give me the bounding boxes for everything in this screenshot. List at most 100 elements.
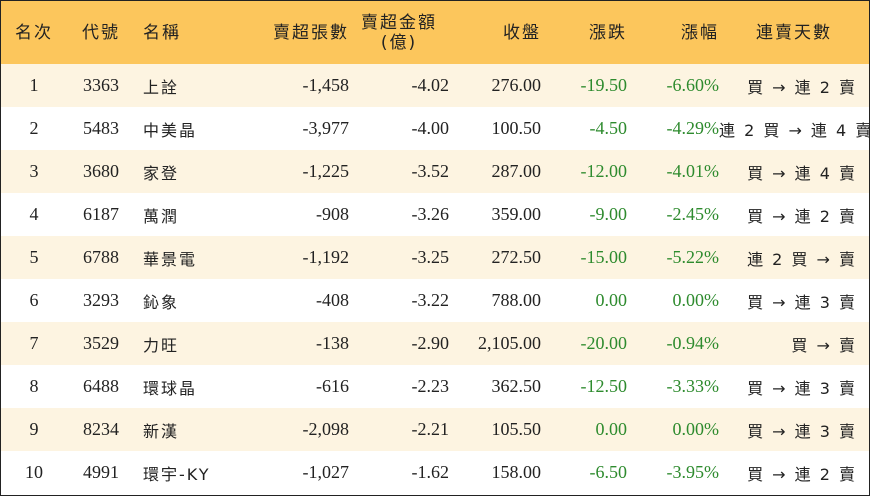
sell-amount-cell: -4.02 xyxy=(349,64,449,107)
change-cell: 0.00 xyxy=(541,279,627,322)
header-change: 漲跌 xyxy=(541,1,627,64)
close-cell: 788.00 xyxy=(449,279,541,322)
table-row: 8 6488 環球晶 -616 -2.23 362.50 -12.50 -3.33% 買 → 連… xyxy=(1,365,869,408)
header-change-pct: 漲幅 xyxy=(627,1,719,64)
header-rank: 名次 xyxy=(1,1,67,64)
code-cell: 3363 xyxy=(67,64,135,107)
name-cell: 力旺 xyxy=(135,322,237,365)
change-cell: -20.00 xyxy=(541,322,627,365)
close-cell: 287.00 xyxy=(449,150,541,193)
sell-days-cell: 買 → 連 2 賣 xyxy=(719,193,869,236)
sell-days-cell: 買 → 連 3 賣 xyxy=(719,365,869,408)
sell-shares-cell: -1,027 xyxy=(237,451,349,494)
sell-shares-cell: -1,225 xyxy=(237,150,349,193)
header-row: 名次 代號 名稱 賣超張數 賣超金額 (億) 收盤 漲跌 漲幅 連賣天數 xyxy=(1,1,869,64)
change-cell: -12.00 xyxy=(541,150,627,193)
sell-shares-cell: -3,977 xyxy=(237,107,349,150)
code-cell: 8234 xyxy=(67,408,135,451)
sell-amount-cell: -3.22 xyxy=(349,279,449,322)
rank-cell: 1 xyxy=(1,64,67,107)
rank-cell: 9 xyxy=(1,408,67,451)
table-row: 2 5483 中美晶 -3,977 -4.00 100.50 -4.50 -4.29% 連 2 … xyxy=(1,107,870,150)
header-close: 收盤 xyxy=(449,1,541,64)
change-pct-cell: -4.29% xyxy=(627,107,719,150)
rank-cell: 6 xyxy=(1,279,67,322)
sell-days-cell: 連 2 買 → 賣 xyxy=(719,236,869,279)
name-cell: 環球晶 xyxy=(135,365,237,408)
table-row: 5 6788 華景電 -1,192 -3.25 272.50 -15.00 -5.22% 連 2… xyxy=(1,236,869,279)
sell-shares-cell: -616 xyxy=(237,365,349,408)
change-cell: -6.50 xyxy=(541,451,627,494)
sell-shares-cell: -138 xyxy=(237,322,349,365)
sell-shares-cell: -908 xyxy=(237,193,349,236)
change-pct-cell: 0.00% xyxy=(627,279,719,322)
table-row: 3 3680 家登 -1,225 -3.52 287.00 -12.00 -4.01% 買 → … xyxy=(1,150,869,193)
code-cell: 6187 xyxy=(67,193,135,236)
sell-days-cell: 買 → 連 4 賣 xyxy=(719,150,869,193)
sell-days-cell: 買 → 連 3 賣 xyxy=(719,279,869,322)
change-cell: -4.50 xyxy=(541,107,627,150)
close-cell: 359.00 xyxy=(449,193,541,236)
code-cell: 3529 xyxy=(67,322,135,365)
sell-shares-cell: -1,458 xyxy=(237,64,349,107)
change-cell: -9.00 xyxy=(541,193,627,236)
rank-cell: 8 xyxy=(1,365,67,408)
table-row: 7 3529 力旺 -138 -2.90 2,105.00 -20.00 -0.94% 買 → … xyxy=(1,322,869,365)
rank-cell: 7 xyxy=(1,322,67,365)
sell-amount-cell: -3.52 xyxy=(349,150,449,193)
name-cell: 中美晶 xyxy=(135,107,237,150)
sell-amount-cell: -1.62 xyxy=(349,451,449,494)
change-cell: -12.50 xyxy=(541,365,627,408)
table-row: 10 4991 環宇-KY -1,027 -1.62 158.00 -6.50 -3.95% 買… xyxy=(1,451,869,494)
change-cell: -15.00 xyxy=(541,236,627,279)
close-cell: 276.00 xyxy=(449,64,541,107)
sell-amount-cell: -4.00 xyxy=(349,107,449,150)
code-cell: 6488 xyxy=(67,365,135,408)
change-pct-cell: -3.33% xyxy=(627,365,719,408)
sell-amount-cell: -2.23 xyxy=(349,365,449,408)
change-pct-cell: -4.01% xyxy=(627,150,719,193)
change-pct-cell: -5.22% xyxy=(627,236,719,279)
close-cell: 362.50 xyxy=(449,365,541,408)
sell-days-cell: 買 → 連 2 賣 xyxy=(719,64,869,107)
sell-days-cell: 買 → 賣 xyxy=(719,322,869,365)
code-cell: 5483 xyxy=(67,107,135,150)
header-sell-shares: 賣超張數 xyxy=(237,1,349,64)
header-name: 名稱 xyxy=(135,1,237,64)
change-pct-cell: -0.94% xyxy=(627,322,719,365)
close-cell: 2,105.00 xyxy=(449,322,541,365)
name-cell: 新漢 xyxy=(135,408,237,451)
table-row: 1 3363 上詮 -1,458 -4.02 276.00 -19.50 -6.60% 買 → … xyxy=(1,64,869,107)
header-sell-amount: 賣超金額 (億) xyxy=(349,1,449,64)
sell-amount-cell: -3.26 xyxy=(349,193,449,236)
sell-amount-cell: -2.21 xyxy=(349,408,449,451)
sell-shares-cell: -408 xyxy=(237,279,349,322)
name-cell: 華景電 xyxy=(135,236,237,279)
change-pct-cell: 0.00% xyxy=(627,408,719,451)
name-cell: 家登 xyxy=(135,150,237,193)
sell-days-cell: 買 → 連 2 賣 xyxy=(719,451,869,494)
table-body: 1 3363 上詮 -1,458 -4.02 276.00 -19.50 -6.60% 買 → … xyxy=(1,64,870,494)
change-pct-cell: -2.45% xyxy=(627,193,719,236)
table-row: 4 6187 萬潤 -908 -3.26 359.00 -9.00 -2.45% 買 → 連 2… xyxy=(1,193,869,236)
change-cell: 0.00 xyxy=(541,408,627,451)
code-cell: 4991 xyxy=(67,451,135,494)
sell-days-cell: 連 2 買 → 連 4 賣 xyxy=(719,107,870,150)
change-pct-cell: -3.95% xyxy=(627,451,719,494)
sell-amount-cell: -2.90 xyxy=(349,322,449,365)
sell-shares-cell: -2,098 xyxy=(237,408,349,451)
close-cell: 105.50 xyxy=(449,408,541,451)
code-cell: 3293 xyxy=(67,279,135,322)
header-code: 代號 xyxy=(67,1,135,64)
rank-cell: 3 xyxy=(1,150,67,193)
close-cell: 272.50 xyxy=(449,236,541,279)
name-cell: 上詮 xyxy=(135,64,237,107)
change-pct-cell: -6.60% xyxy=(627,64,719,107)
rank-cell: 2 xyxy=(1,107,67,150)
code-cell: 6788 xyxy=(67,236,135,279)
name-cell: 鈊象 xyxy=(135,279,237,322)
header-sell-days: 連賣天數 xyxy=(719,1,869,64)
sell-shares-cell: -1,192 xyxy=(237,236,349,279)
name-cell: 環宇-KY xyxy=(135,451,237,494)
